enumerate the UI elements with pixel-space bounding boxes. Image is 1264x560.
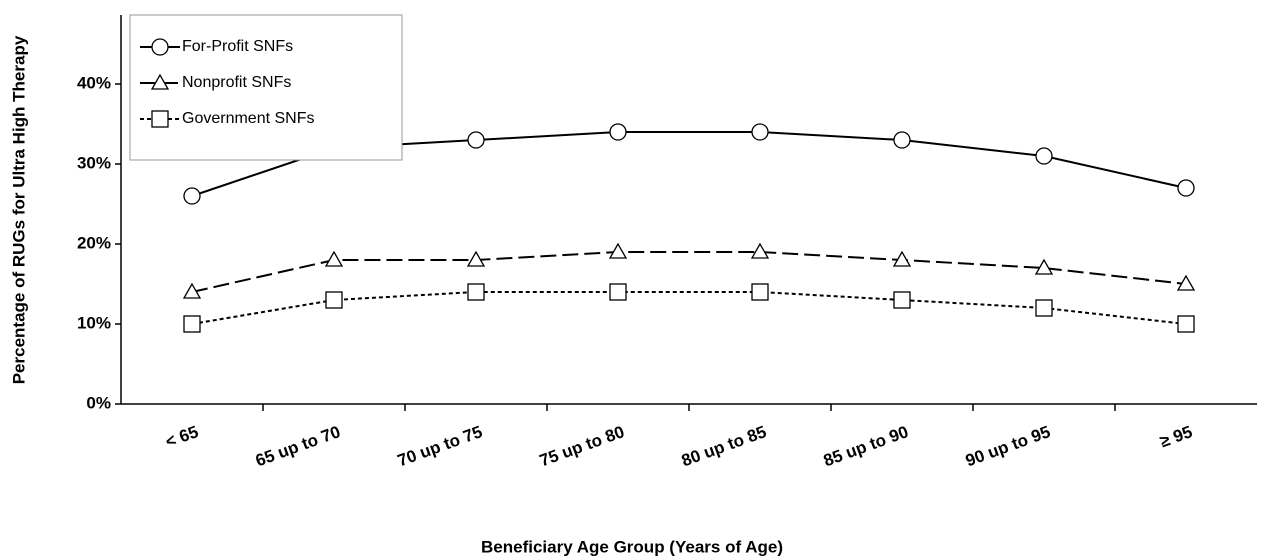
y-tick-label: 20% [77, 233, 111, 252]
x-axis-title: Beneficiary Age Group (Years of Age) [481, 537, 783, 556]
x-tick-label: ≥ 95 [1157, 422, 1194, 451]
legend-label: Nonprofit SNFs [182, 74, 291, 91]
marker [151, 110, 169, 128]
x-tick-label: 75 up to 80 [537, 422, 627, 470]
marker [325, 291, 343, 309]
legend-label: Government SNFs [182, 110, 314, 127]
y-tick-label: 10% [77, 313, 111, 332]
y-tick-label: 0% [86, 393, 111, 412]
x-tick-label: 85 up to 90 [821, 422, 911, 470]
marker [1035, 299, 1053, 317]
marker [1177, 179, 1195, 197]
series-line [191, 251, 1187, 293]
marker [751, 283, 769, 301]
marker [1177, 315, 1195, 333]
marker [467, 283, 485, 301]
marker [151, 38, 169, 56]
marker [893, 291, 911, 309]
marker [183, 315, 201, 333]
marker [892, 250, 912, 267]
x-tick-label: 90 up to 95 [963, 422, 1053, 470]
marker [1035, 147, 1053, 165]
y-axis-title: Percentage of RUGs for Ultra High Therap… [9, 35, 28, 384]
legend-box [129, 14, 403, 161]
marker [609, 283, 627, 301]
marker [182, 282, 202, 299]
marker [608, 242, 628, 259]
marker [1034, 258, 1054, 275]
legend-label: For-Profit SNFs [182, 38, 293, 55]
marker [150, 73, 170, 90]
y-tick-label: 40% [77, 73, 111, 92]
marker [324, 250, 344, 267]
marker [1176, 274, 1196, 291]
x-tick-label: 80 up to 85 [679, 422, 769, 470]
marker [893, 131, 911, 149]
x-tick-label: 65 up to 70 [253, 422, 343, 470]
x-tick-label: < 65 [163, 422, 201, 451]
series-line [191, 291, 1187, 325]
y-tick-label: 30% [77, 153, 111, 172]
x-tick-label: 70 up to 75 [395, 422, 485, 470]
marker [467, 131, 485, 149]
marker [751, 123, 769, 141]
marker [609, 123, 627, 141]
marker [750, 242, 770, 259]
marker [183, 187, 201, 205]
marker [466, 250, 486, 267]
